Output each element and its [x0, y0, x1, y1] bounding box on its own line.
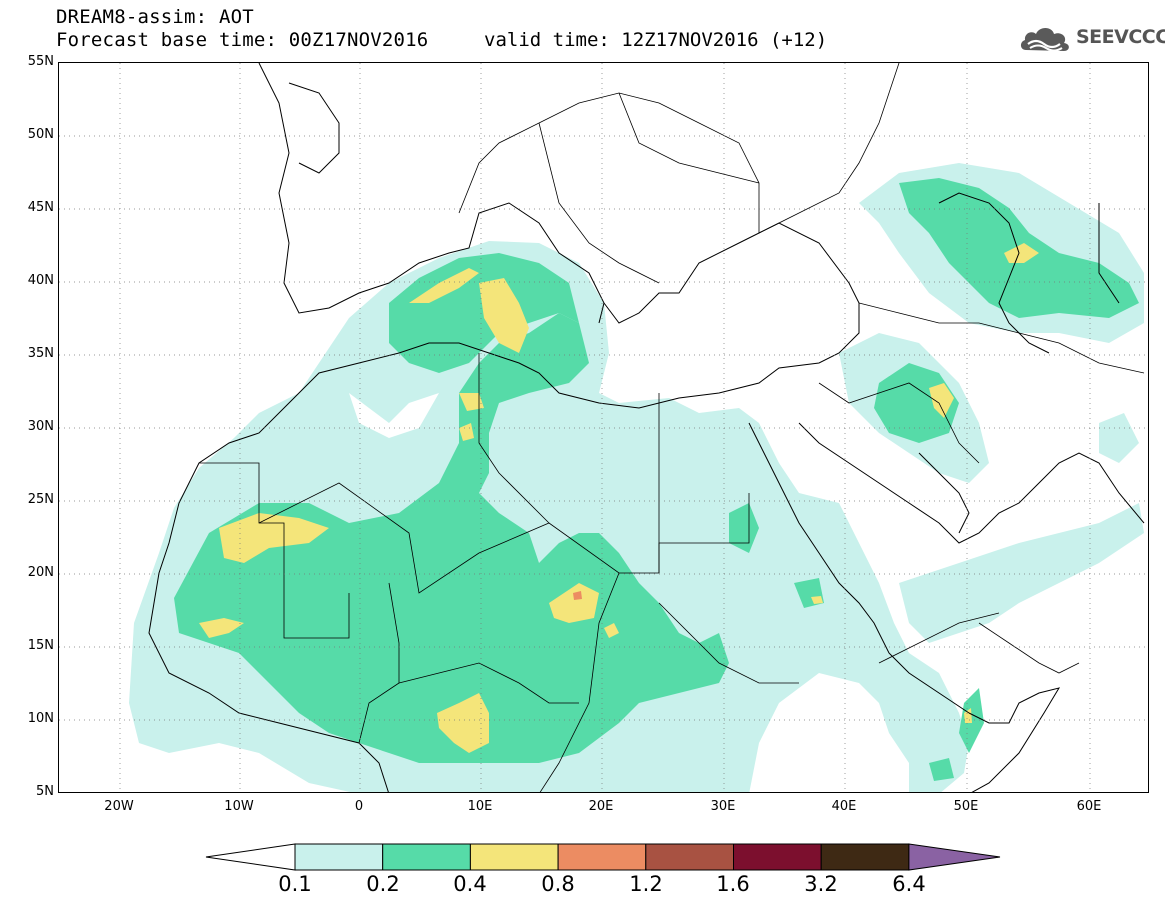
lon-tick-label: 30E	[710, 799, 736, 814]
colorbar-label: 1.6	[716, 872, 750, 896]
forecast-base-time: Forecast base time: 00Z17NOV2016	[56, 29, 429, 51]
aot-map	[59, 63, 1148, 792]
colorbar-label: 0.2	[366, 872, 400, 896]
lon-tick-label: 20W	[104, 799, 134, 814]
aot-layer-0-8	[573, 591, 582, 600]
product-title: DREAM8-assim: AOT	[56, 6, 254, 28]
lat-tick-label: 40N	[27, 273, 54, 288]
lat-tick-label: 45N	[27, 200, 54, 215]
colorbar-segment	[645, 843, 734, 871]
colorbar-segment	[469, 843, 559, 871]
colorbar-segment	[294, 843, 384, 871]
lat-tick-label: 35N	[27, 346, 54, 361]
country-borders	[199, 63, 1145, 792]
lat-tick-label: 55N	[27, 54, 54, 69]
lon-tick-label: 40E	[831, 799, 857, 814]
colorbar-label: 6.4	[892, 872, 926, 896]
lon-tick-label: 10E	[467, 799, 493, 814]
coastlines	[148, 63, 1145, 792]
colorbar-segment	[820, 843, 910, 871]
colorbar-label: 0.1	[278, 872, 312, 896]
colorbar-segment	[733, 843, 822, 871]
lat-tick-label: 15N	[27, 638, 54, 653]
lon-tick-label: 50E	[953, 799, 979, 814]
colorbar-below-arrow	[205, 843, 296, 871]
aot-layer-0-4	[199, 243, 1039, 753]
colorbar-label: 0.4	[453, 872, 487, 896]
logo-text: SEEVCCC	[1076, 26, 1165, 48]
lon-tick-label: 0	[354, 799, 364, 814]
colorbar-segment	[557, 843, 647, 871]
map-panel	[58, 62, 1149, 793]
lat-tick-label: 20N	[27, 565, 54, 580]
lat-tick-label: 5N	[36, 784, 54, 799]
lat-tick-label: 10N	[27, 711, 54, 726]
colorbar-label: 3.2	[804, 872, 838, 896]
seevccc-logo: SEEVCCC	[1018, 22, 1165, 56]
aot-colorbar	[205, 843, 1001, 871]
lon-tick-label: 20E	[588, 799, 614, 814]
cloud-logo-icon	[1020, 28, 1069, 52]
lon-tick-label: 10W	[224, 799, 254, 814]
lat-tick-label: 50N	[27, 127, 54, 142]
lat-tick-label: 30N	[27, 419, 54, 434]
colorbar-above-arrow	[908, 843, 1001, 871]
lat-tick-label: 25N	[27, 492, 54, 507]
colorbar-label: 1.2	[629, 872, 663, 896]
graticule	[59, 63, 1148, 792]
lon-tick-label: 60E	[1076, 799, 1102, 814]
valid-time: valid time: 12Z17NOV2016 (+12)	[484, 29, 828, 51]
colorbar-segment	[382, 843, 471, 871]
colorbar-label: 0.8	[541, 872, 575, 896]
